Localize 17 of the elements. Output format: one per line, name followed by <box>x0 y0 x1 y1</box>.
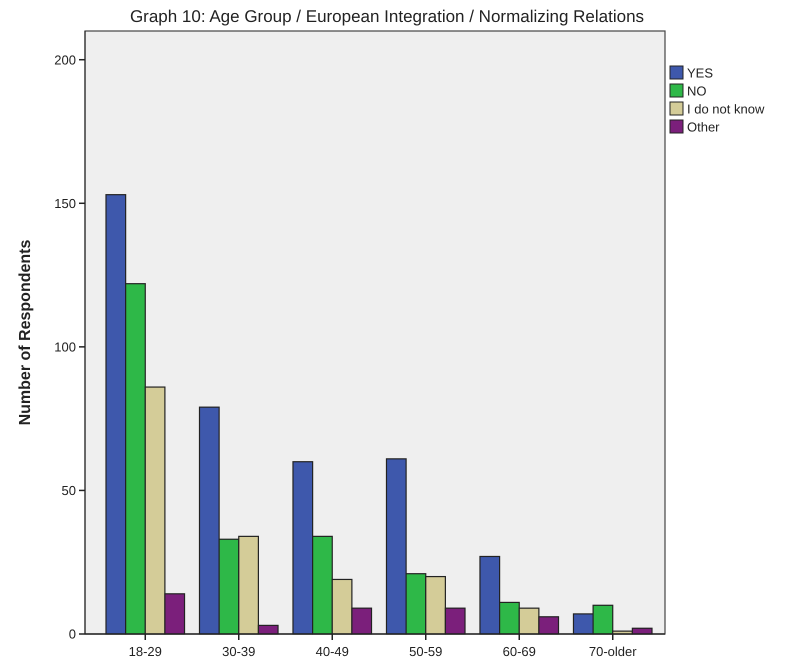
x-tick-label: 50-59 <box>409 644 442 659</box>
y-tick-label: 50 <box>62 482 76 498</box>
y-axis-title: Number of Respondents <box>17 240 34 426</box>
x-tick-label: 40-49 <box>316 644 349 659</box>
legend-label: NO <box>687 84 706 99</box>
y-tick-label: 150 <box>54 196 76 211</box>
chart-title: Graph 10: Age Group / European Integration / Normalizing Relations <box>130 7 644 26</box>
legend-label: I do not know <box>687 102 765 117</box>
legend-label: YES <box>687 66 714 81</box>
x-tick-label: 18-29 <box>128 644 162 659</box>
y-tick-label: 200 <box>54 52 76 68</box>
y-tick-label: 100 <box>54 339 76 354</box>
x-tick-label: 70-older <box>588 644 638 659</box>
legend-label: Other <box>687 120 720 135</box>
x-tick-label: 60-69 <box>502 644 536 659</box>
y-tick-label: 0 <box>68 626 76 642</box>
x-tick-label: 30-39 <box>222 644 256 659</box>
